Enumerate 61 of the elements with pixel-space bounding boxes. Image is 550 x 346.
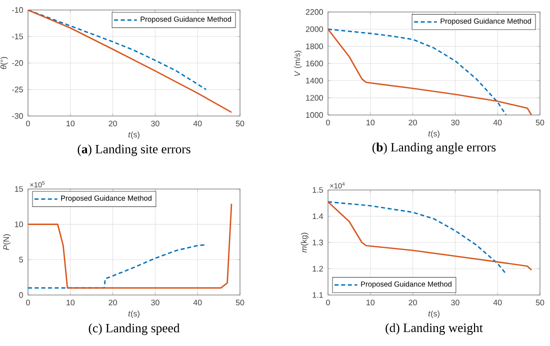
- y-tick-label: 1.3: [312, 240, 323, 246]
- y-tick-label: 1.2: [312, 266, 323, 272]
- x-tick-label: 0: [326, 300, 330, 306]
- x-tick-label: 40: [493, 300, 502, 306]
- y-tick-label: 5: [19, 256, 23, 262]
- x-tick-label: 10: [366, 120, 375, 126]
- x-tick-label: 20: [108, 300, 117, 306]
- x-tick-label: 40: [193, 120, 202, 126]
- y-tick-label: -30: [12, 113, 23, 119]
- x-tick-label: 20: [408, 120, 417, 126]
- x-tick-label: 50: [236, 120, 244, 126]
- x-tick-label: 30: [451, 120, 460, 126]
- line-series: [328, 201, 507, 275]
- y-axis-title: P(N): [3, 234, 11, 250]
- x-tick-label: 0: [26, 300, 30, 306]
- y-tick-label: 1000: [306, 112, 323, 118]
- y-tick-label: 1800: [306, 43, 323, 50]
- y-tick-label: 2000: [306, 26, 323, 32]
- line-series: [28, 203, 232, 289]
- x-tick-label: 40: [193, 300, 202, 306]
- x-tick-label: 20: [108, 120, 117, 126]
- y-axis-title: θ(°): [0, 57, 8, 70]
- x-tick-label: 50: [236, 300, 244, 306]
- y-tick-label: 2200: [306, 9, 323, 15]
- y-tick-label: 1400: [306, 78, 323, 84]
- x-tick-label: 10: [66, 120, 75, 126]
- x-tick-label: 30: [151, 300, 160, 306]
- x-axis-title: t(s): [128, 310, 140, 318]
- y-tick-label: 10: [15, 221, 23, 228]
- x-axis-title: t(s): [428, 130, 440, 138]
- y-axis-title: m(kg): [300, 232, 308, 253]
- x-tick-label: 0: [26, 120, 30, 126]
- y-tick-label: -25: [12, 86, 23, 92]
- y-tick-label: -10: [12, 7, 23, 13]
- text: (d) Landing weight: [386, 323, 483, 335]
- y-axis-title: V (m/s): [294, 50, 302, 76]
- x-tick-label: 30: [151, 120, 160, 126]
- y-tick-label: 1.1: [312, 292, 323, 298]
- text: (b) Landing angle errors: [372, 142, 496, 154]
- x-axis-title: t(s): [428, 310, 440, 318]
- x-tick-label: 40: [493, 120, 502, 126]
- x-tick-label: 50: [536, 120, 544, 126]
- y-tick-label: 1.5: [312, 187, 323, 193]
- line-series: [328, 201, 532, 271]
- y-tick-label: 1600: [306, 60, 323, 66]
- x-tick-label: 30: [451, 300, 460, 306]
- x-tick-label: 10: [66, 300, 75, 306]
- y-tick-label: 15: [15, 186, 23, 192]
- text: (a) Landing site errors: [78, 144, 190, 156]
- x-axis-title: t(s): [128, 132, 140, 139]
- y-tick-label: 1.4: [312, 213, 324, 219]
- y-tick-label: 1200: [306, 94, 323, 101]
- y-tick-label: -20: [12, 60, 23, 66]
- x-tick-label: 50: [536, 300, 544, 306]
- y-tick-label: -15: [12, 34, 23, 40]
- line-series: [28, 10, 232, 113]
- x-tick-label: 0: [326, 120, 330, 126]
- x-tick-label: 10: [366, 300, 375, 306]
- x-tick-label: 20: [408, 300, 417, 306]
- y-tick-label: 0: [19, 292, 23, 298]
- text: (c) Landing speed: [88, 324, 180, 336]
